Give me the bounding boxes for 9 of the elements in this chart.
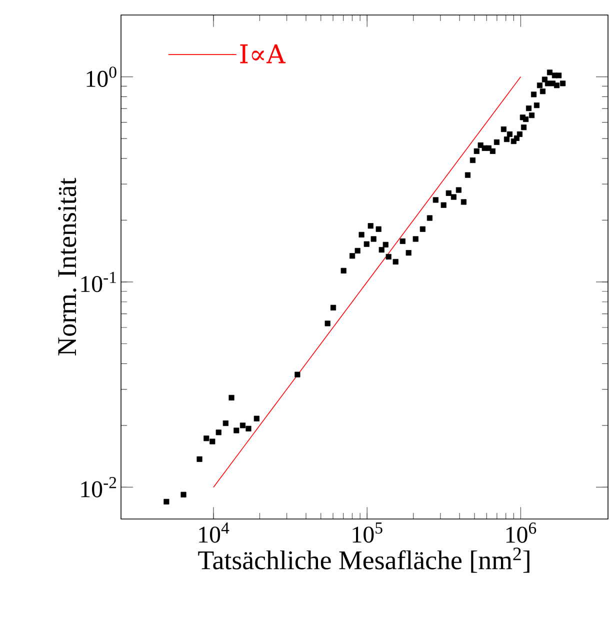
- y-tick-label: 10$^{-2}$: [81, 477, 116, 498]
- y-tick-label: 10$^{0}$: [86, 66, 116, 87]
- x-tick-label: 10$^{5}$: [352, 522, 382, 543]
- legend-label: I∝A: [240, 44, 286, 64]
- x-axis-title: Tatsächliche Mesafläche [nm$^{2}$]: [198, 548, 530, 573]
- x-tick-label: 10$^{6}$: [506, 522, 536, 543]
- y-tick-label: 10$^{-1}$: [81, 272, 116, 292]
- y-axis-title: Norm. Intensität: [58, 178, 76, 356]
- x-tick-label: 10$^{4}$: [199, 522, 230, 543]
